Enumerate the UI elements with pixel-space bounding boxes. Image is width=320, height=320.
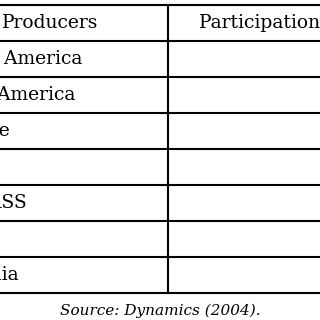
Text: North America: North America (0, 50, 82, 68)
Text: Source: Dynamics (2004).: Source: Dynamics (2004). (60, 304, 260, 318)
Text: Latin America: Latin America (0, 86, 76, 104)
Text: Producers: Producers (2, 14, 98, 32)
Text: Europe: Europe (0, 122, 11, 140)
Text: Participation (%): Participation (%) (199, 14, 320, 32)
Text: Ex-URSS: Ex-URSS (0, 194, 28, 212)
Text: Oceania: Oceania (0, 266, 19, 284)
